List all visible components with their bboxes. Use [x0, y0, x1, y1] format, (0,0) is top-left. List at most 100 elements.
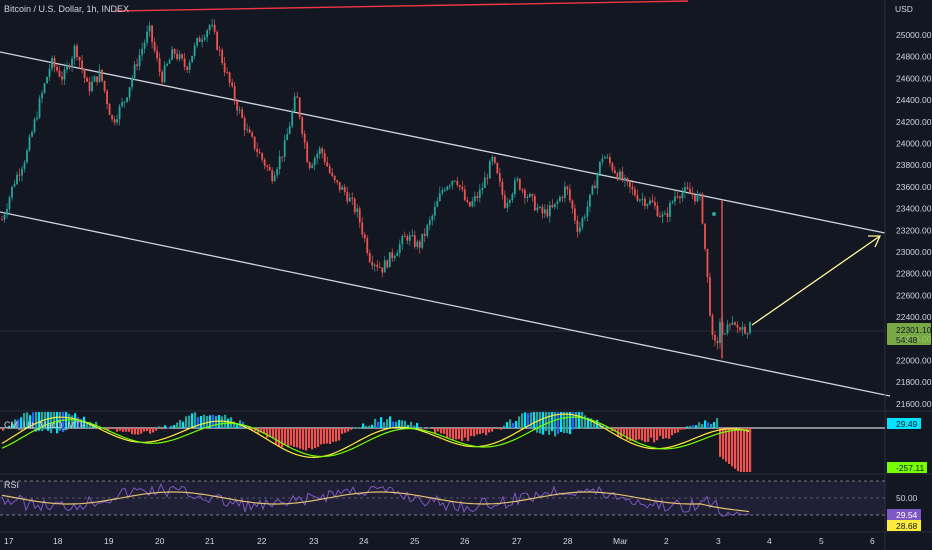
- candle-body: [336, 180, 339, 183]
- rsi-ma-line: [1, 491, 750, 513]
- price-axis-label: 23400.00: [896, 204, 932, 214]
- candle-body: [303, 133, 306, 143]
- candle-body: [734, 322, 736, 325]
- macd-bar: [329, 428, 332, 445]
- candle-body: [291, 111, 294, 127]
- macd-bar: [743, 428, 746, 472]
- macd-bar: [314, 428, 317, 449]
- macd-bar: [602, 425, 605, 428]
- macd-label[interactable]: CM_Ult_MacD_MTF: [4, 420, 87, 430]
- candle-body: [188, 62, 191, 70]
- macd-bar: [98, 427, 101, 429]
- candle-body: [233, 85, 236, 102]
- macd-bar: [308, 428, 311, 448]
- candle-body: [6, 208, 8, 215]
- rsi-axis-label: 50.00: [896, 493, 918, 503]
- candle-body: [441, 190, 444, 194]
- macd-bar: [542, 412, 545, 435]
- macd-bar: [107, 428, 110, 432]
- candle-body: [253, 136, 256, 149]
- macd-bar: [374, 418, 377, 428]
- projection-arrow[interactable]: [751, 235, 882, 326]
- candle-body: [156, 50, 159, 59]
- macd-bar: [383, 422, 386, 428]
- candle-body: [501, 181, 504, 195]
- macd-bar: [620, 428, 623, 438]
- candle-body: [463, 189, 466, 201]
- currency-label: USD: [895, 4, 913, 14]
- macd-bar: [638, 428, 641, 440]
- macd-bar: [524, 412, 527, 428]
- macd-bar: [200, 415, 203, 428]
- candle-body: [661, 214, 664, 217]
- candle-body: [566, 186, 569, 190]
- macd-bar: [650, 428, 653, 438]
- candle-body: [416, 241, 419, 247]
- channel-upper-line[interactable]: [0, 51, 886, 234]
- macd-bar: [275, 428, 278, 445]
- signal-dot: [712, 212, 716, 216]
- candle-body: [86, 78, 88, 82]
- candle-body: [318, 148, 321, 155]
- candle-body: [83, 69, 86, 79]
- candle-body: [193, 45, 196, 56]
- candle-body: [323, 153, 326, 163]
- macd-line: [1, 416, 750, 458]
- candle-body: [176, 53, 179, 60]
- macd-bar: [644, 428, 647, 443]
- rsi-ma-badge: 28.68: [887, 520, 921, 531]
- macd-bar: [344, 428, 347, 433]
- macd-bar: [272, 428, 275, 439]
- candle-body: [656, 205, 659, 217]
- macd-bar: [497, 428, 500, 430]
- time-axis[interactable]: 17 18 19 20 21 22 23 24 25 26 27 28 Mar 2 3 4 5 6: [4, 536, 875, 546]
- candle-body: [366, 238, 369, 254]
- candle-body: [231, 82, 234, 86]
- macd-bar: [146, 428, 149, 432]
- macd-pane[interactable]: [0, 412, 885, 472]
- macd-histogram: [2, 412, 752, 472]
- candle-body: [513, 180, 516, 195]
- candle-body: [313, 158, 316, 165]
- macd-bar: [110, 428, 113, 429]
- macd-bar: [557, 412, 560, 434]
- candle-body: [23, 162, 26, 169]
- macd-bar: [359, 427, 362, 429]
- candle-body: [71, 58, 73, 68]
- candle-body: [443, 189, 446, 191]
- macd-bar: [425, 428, 428, 429]
- channel-lower-line[interactable]: [0, 211, 891, 397]
- candle-body: [273, 175, 276, 182]
- candle-body: [568, 189, 571, 201]
- price-pane[interactable]: [0, 0, 891, 397]
- macd-bar: [362, 423, 365, 428]
- macd-bar: [401, 420, 404, 428]
- time-axis-label: 18: [53, 536, 63, 546]
- macd-bar: [251, 428, 254, 431]
- price-axis[interactable]: 25000.00 24800.00 24600.00 24400.00 24200.00…: [896, 30, 932, 409]
- candle-body: [41, 92, 43, 99]
- macd-bar: [158, 426, 161, 428]
- macd-bar: [647, 428, 650, 442]
- rsi-pane[interactable]: [0, 480, 885, 517]
- macd-bar: [437, 428, 440, 432]
- top-trendline[interactable]: [114, 0, 689, 12]
- macd-bar: [440, 428, 443, 434]
- time-axis-label: 23: [309, 536, 319, 546]
- time-axis-label: 21: [205, 536, 215, 546]
- candle-body: [263, 159, 266, 166]
- macd-bar: [176, 422, 179, 428]
- candle-body: [168, 59, 171, 64]
- macd-bar: [305, 428, 308, 451]
- candle-body: [146, 31, 148, 43]
- candle-body: [206, 30, 209, 38]
- symbol-title[interactable]: Bitcoin / U.S. Dollar, 1h, INDEX: [4, 4, 130, 14]
- candle-body: [606, 157, 609, 159]
- rsi-label[interactable]: RSI: [4, 480, 20, 490]
- candle-body: [621, 171, 624, 181]
- candle-body: [701, 193, 704, 224]
- candle-body: [158, 58, 161, 72]
- macd-bar: [281, 428, 284, 448]
- macd-bar: [44, 412, 47, 430]
